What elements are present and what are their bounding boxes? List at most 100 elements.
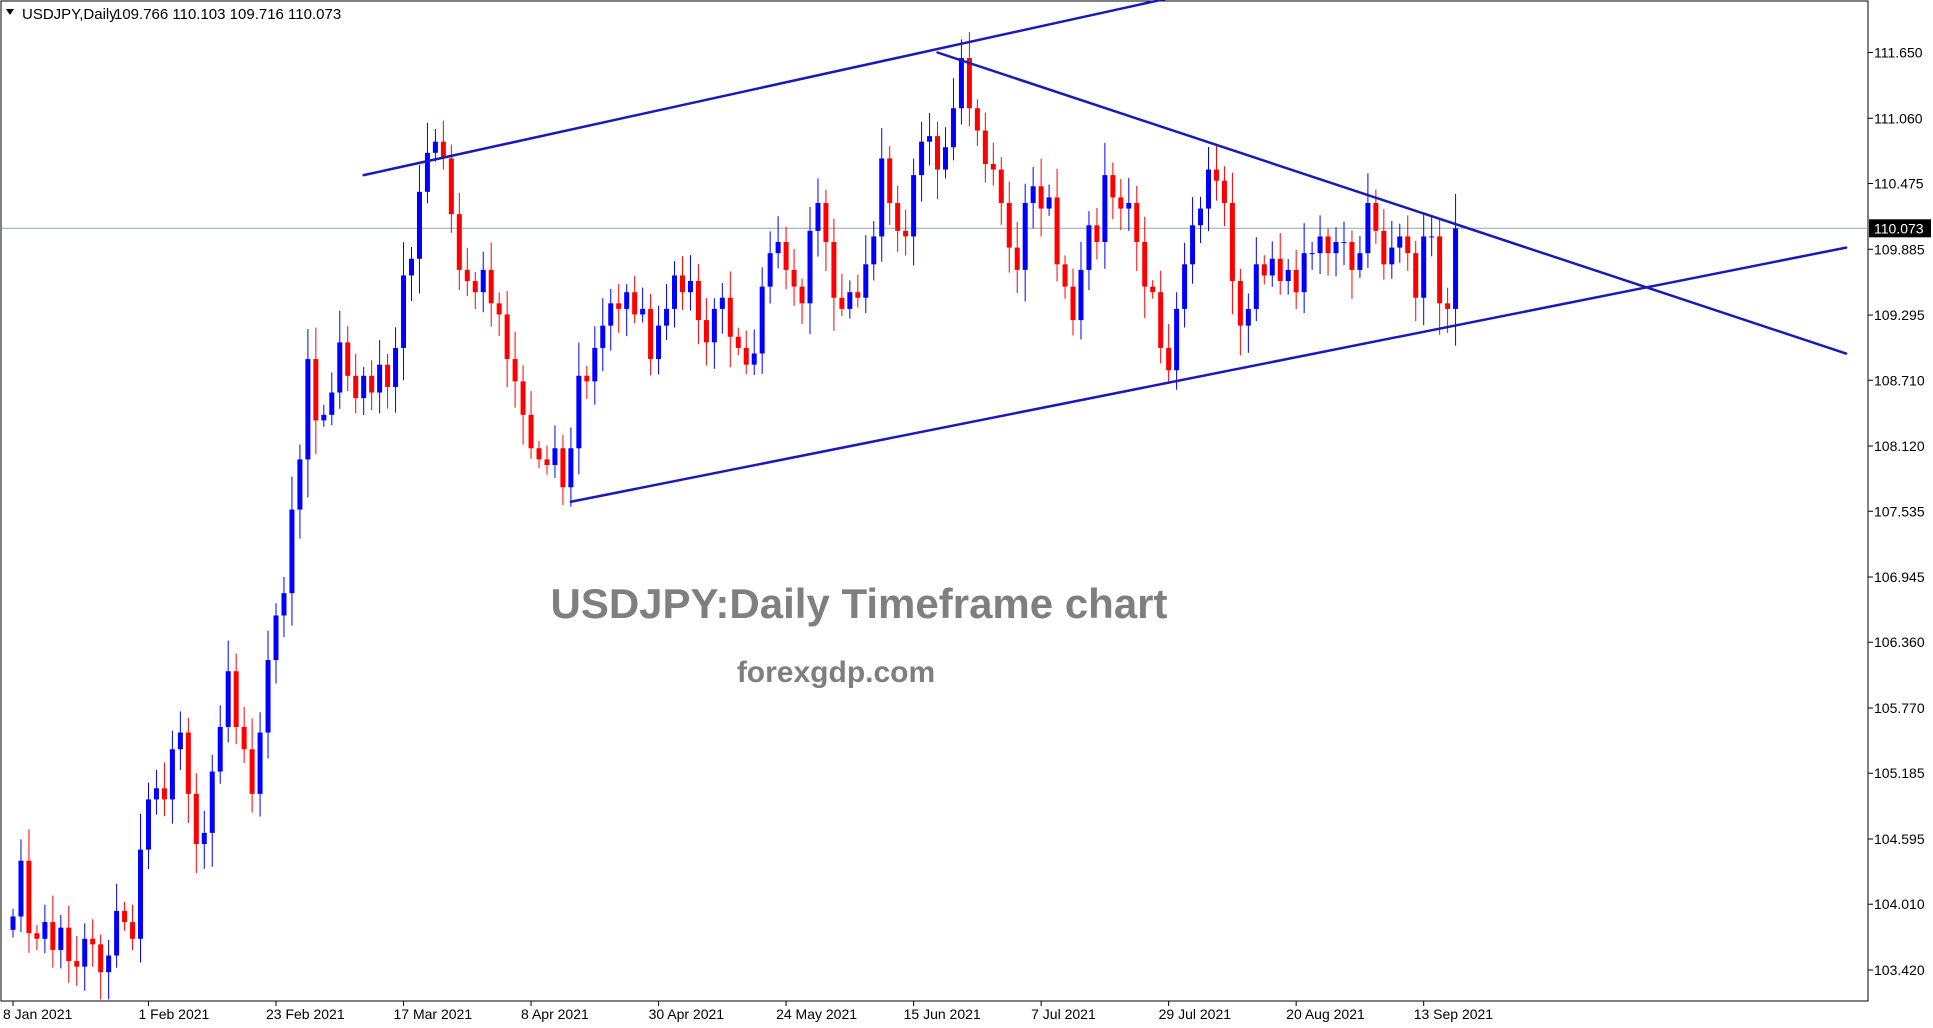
candle [1054,168,1060,282]
time-axis[interactable]: 8 Jan 2021 1 Feb 2021 23 Feb 2021 17 Mar 20… [3,1001,1493,1022]
candle-body [942,147,948,170]
candle [1365,173,1371,268]
candle-body [1389,247,1395,265]
price-tick-label: 109.295 [1874,307,1925,323]
candle-body [169,749,175,800]
candle [520,365,526,445]
candle-body [82,938,88,967]
candle [807,206,813,335]
candle [576,342,582,475]
candle [1110,162,1116,220]
candle [249,718,255,813]
candle [377,340,383,414]
price-tick-label: 106.360 [1874,634,1925,650]
candle-body [185,732,191,794]
candle [632,275,638,324]
candle-body [512,359,518,382]
candle [393,327,399,413]
candle [130,904,136,951]
candle [265,630,271,759]
candle-body [544,459,550,465]
candle [233,653,239,745]
candle-body [1086,225,1092,270]
candle-body [297,459,303,510]
candle [966,31,972,127]
candle-body [1237,281,1243,326]
candle-body [145,799,151,850]
candle-body [393,347,399,387]
candle-body [1269,258,1275,276]
candle [225,640,231,743]
candle-body [863,264,869,298]
candle [169,730,175,824]
candle [1182,242,1188,328]
candle-body [775,242,781,254]
candle [1158,270,1164,364]
candle [369,360,375,411]
candle [1381,209,1387,280]
candle-body [1110,175,1116,198]
candle [743,330,749,375]
candle [1429,216,1435,257]
candle [1293,249,1299,310]
candle-body [1309,253,1315,255]
candle [58,915,64,969]
candle [958,39,964,125]
candle [1445,287,1451,333]
trendline-resistance-descending[interactable] [936,51,1848,355]
candle-body [1365,203,1371,254]
candle-body [448,158,454,215]
candle-body [679,275,685,293]
time-tick-label: 13 Sep 2021 [1414,1006,1494,1022]
candle [34,924,40,950]
candle-body [241,726,247,750]
candle [1190,197,1196,284]
time-tick-label: 29 Jul 2021 [1159,1006,1232,1022]
candle [313,327,319,455]
chart-menu-triangle-icon[interactable] [6,9,14,15]
candle-body [34,933,40,939]
candle-body [536,448,542,460]
candle-body [799,286,805,304]
candle-body [958,58,964,109]
time-tick-label: 7 Jul 2021 [1031,1006,1096,1022]
candle [1245,293,1251,353]
candle-body [1213,169,1219,181]
candle-body [1421,236,1427,298]
candle [106,939,112,1000]
candle-body [1078,269,1084,321]
candle-body [1134,203,1140,243]
candle [488,242,494,327]
time-tick-label: 17 Mar 2021 [394,1006,473,1022]
candle-body [1062,264,1068,287]
price-tick-label: 108.120 [1874,438,1925,454]
price-tick-label: 111.060 [1874,110,1923,126]
candle-body [42,922,48,939]
trendline-support-ascending[interactable] [569,246,1848,504]
candle-body [895,203,901,231]
current-price-label: 110.073 [1869,219,1931,238]
candle-body [1381,230,1387,265]
candle-body [225,671,231,727]
candle-body [927,136,933,142]
candle-body [831,242,837,298]
candle-body [990,163,996,170]
candle-body [600,325,606,348]
candle-body [464,269,470,282]
candle [799,278,805,325]
candle-body [783,242,789,270]
candle [1206,146,1211,232]
candle [687,255,693,311]
trendline-upper-channel[interactable] [362,0,1201,177]
candle [1317,215,1323,274]
candle [305,329,311,498]
watermark-site: forexgdp.com [737,656,935,689]
price-tick-label: 105.185 [1874,765,1925,781]
trendlines[interactable] [362,0,1848,504]
chart-header: USDJPY,Daily 109.766 110.103 109.716 110… [6,6,341,23]
candle [672,261,678,328]
candle [1453,193,1459,346]
price-axis[interactable]: 111.650 111.060 110.475 109.885 109.295 108.7… [1868,45,1925,979]
